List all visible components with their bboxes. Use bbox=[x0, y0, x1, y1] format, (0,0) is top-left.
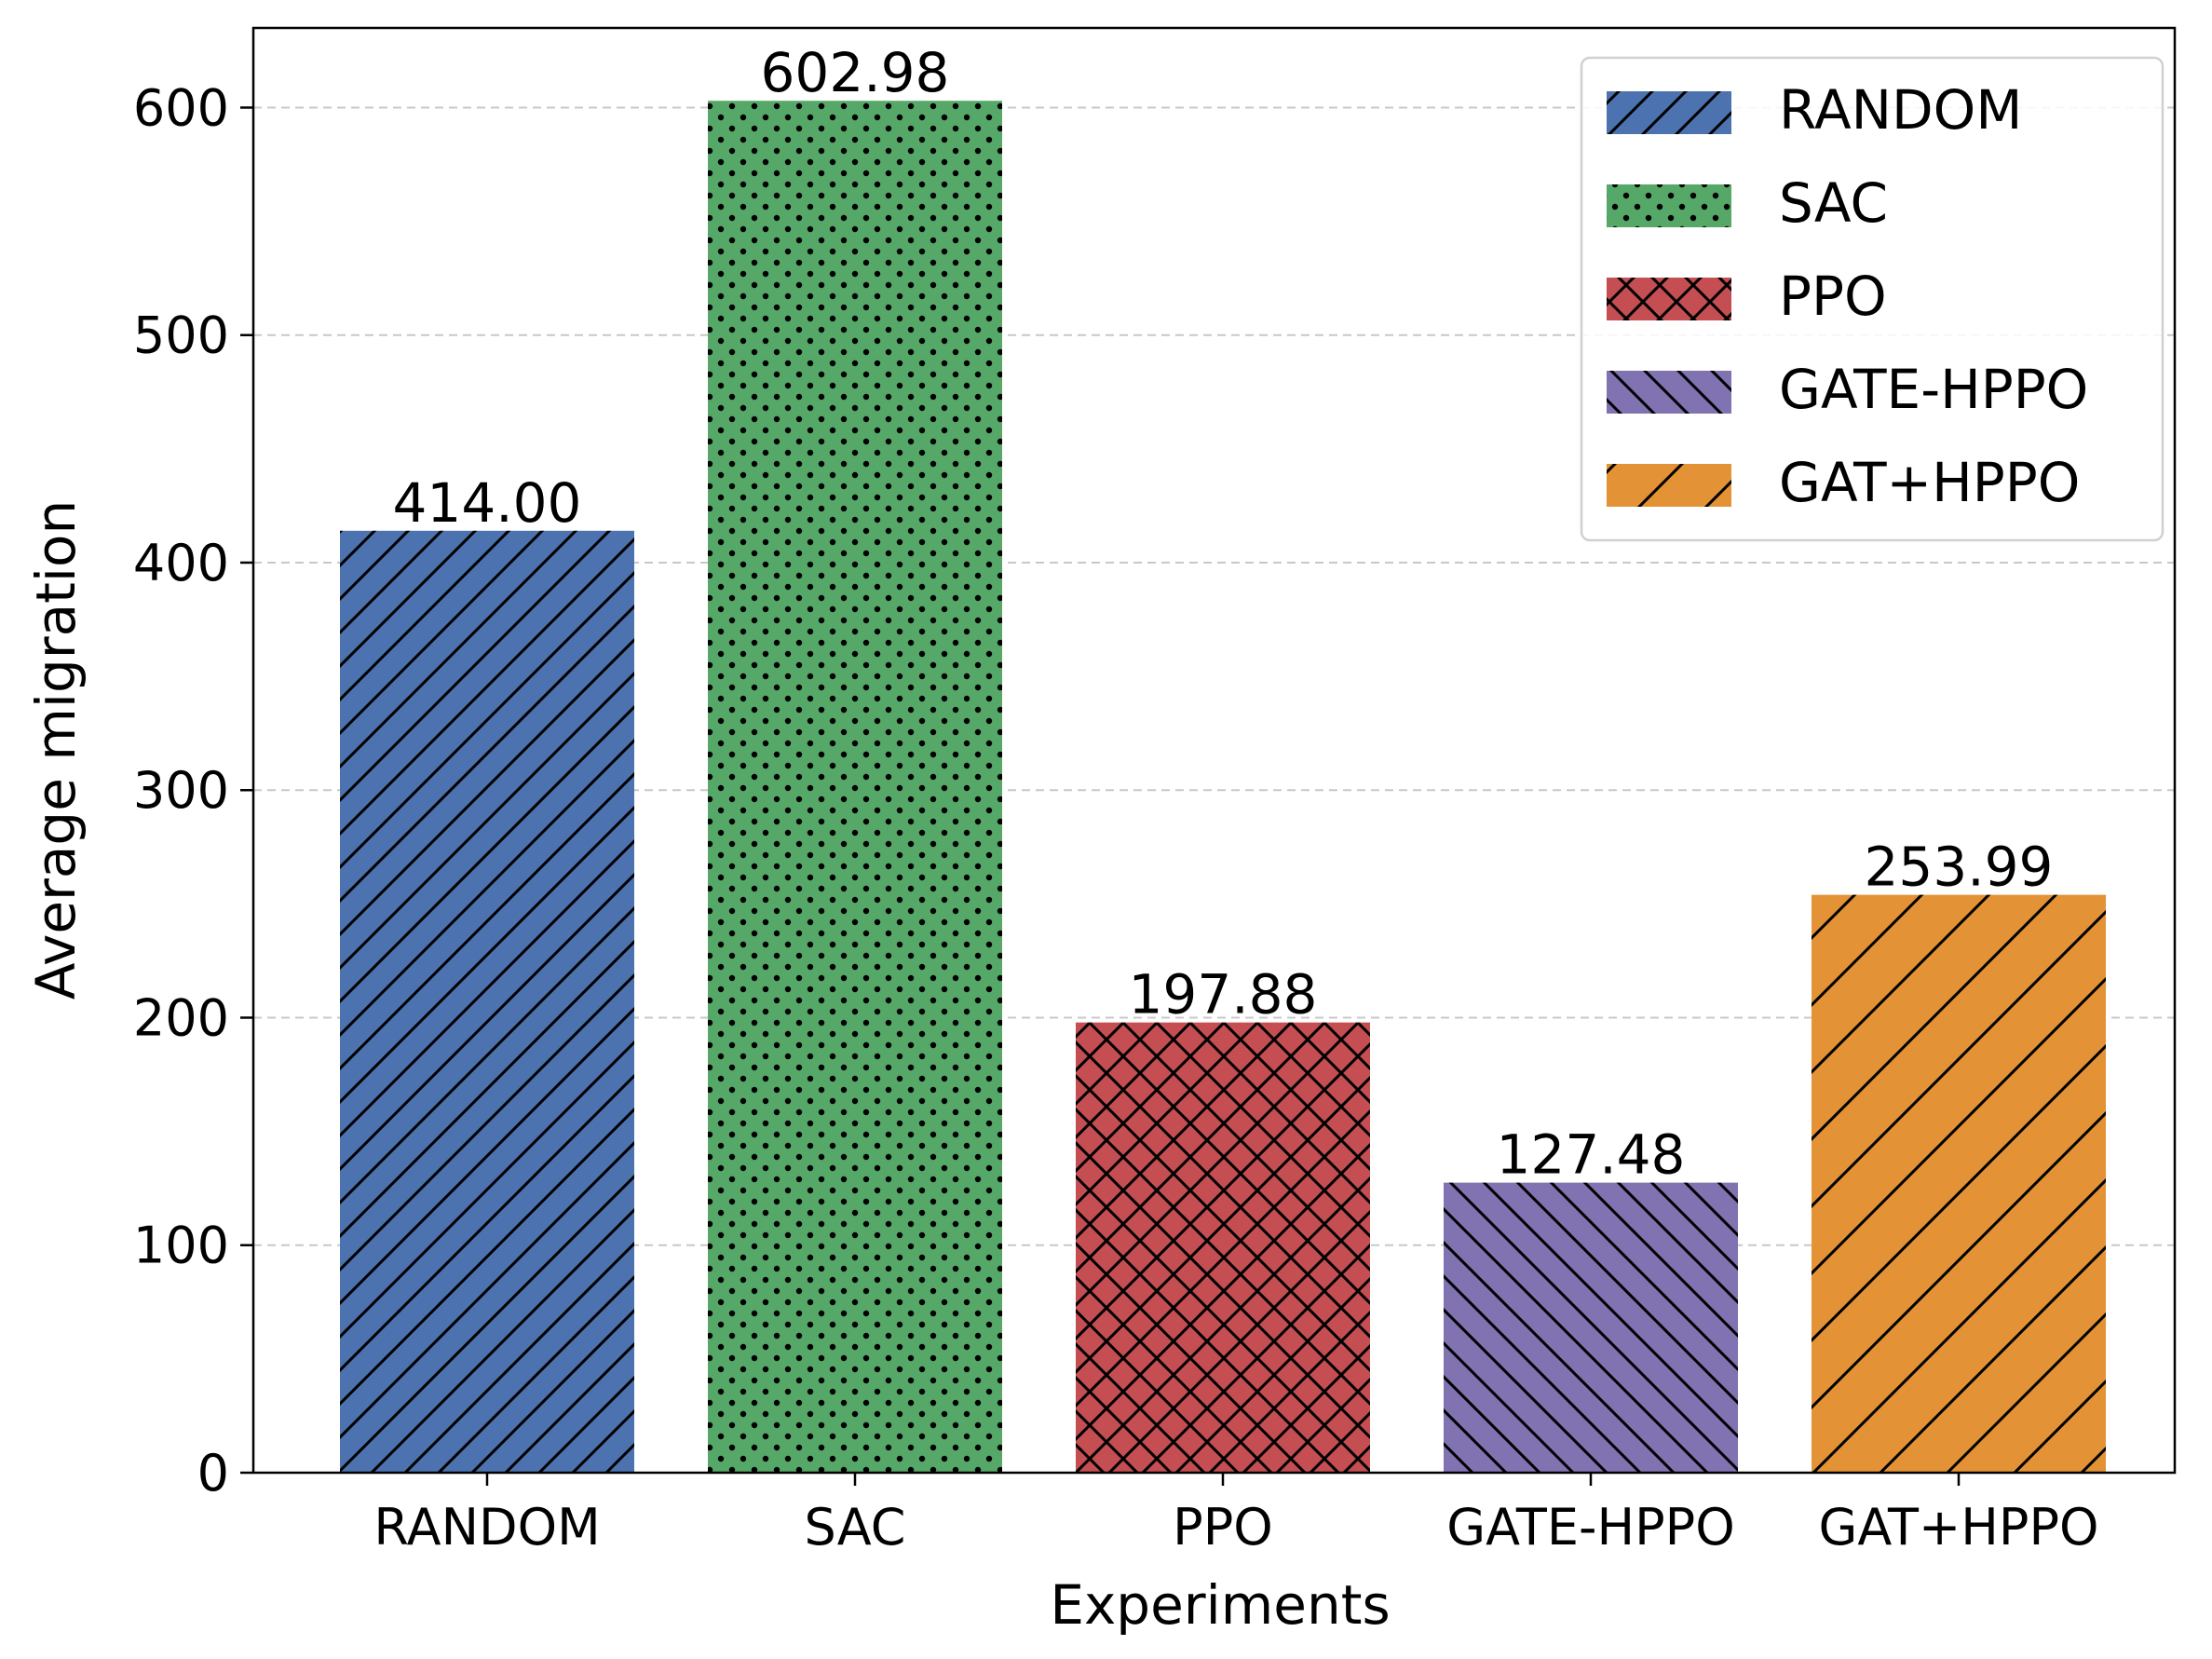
data-labels: 414.00 602.98 197.88 127.48 253.99 bbox=[393, 41, 2054, 1186]
y-tick-label: 0 bbox=[197, 1444, 229, 1503]
legend-label: GAT+HPPO bbox=[1779, 451, 2080, 514]
y-tick-label: 600 bbox=[133, 78, 229, 137]
legend-swatch-hatch bbox=[1607, 464, 1731, 507]
bar-value-label: 197.88 bbox=[1129, 963, 1318, 1027]
y-tick-label: 100 bbox=[133, 1217, 229, 1275]
y-tick-label: 200 bbox=[133, 988, 229, 1047]
x-tick-label: RANDOM bbox=[373, 1498, 600, 1557]
bar-value-label: 253.99 bbox=[1865, 836, 2054, 899]
bar-value-label: 127.48 bbox=[1497, 1123, 1686, 1187]
legend-label: RANDOM bbox=[1779, 78, 2022, 142]
y-tick-label: 300 bbox=[133, 761, 229, 820]
bar-value-label: 414.00 bbox=[393, 471, 582, 535]
bar-hatch bbox=[1444, 1182, 1738, 1473]
legend-label: GATE-HPPO bbox=[1779, 358, 2088, 421]
bar-hatch bbox=[1812, 894, 2106, 1473]
legend-swatch-hatch bbox=[1607, 184, 1731, 227]
x-tick-label: GATE-HPPO bbox=[1446, 1498, 1734, 1557]
y-axis-title: Average migration bbox=[24, 500, 88, 1000]
legend-label: SAC bbox=[1779, 171, 1888, 235]
legend-swatch-hatch bbox=[1607, 278, 1731, 320]
x-axis-title: Experiments bbox=[1050, 1573, 1390, 1637]
legend-box bbox=[1580, 56, 2165, 542]
x-axis: RANDOM SAC PPO GATE-HPPO GAT+HPPO bbox=[373, 1473, 2099, 1557]
x-tick-label: GAT+HPPO bbox=[1818, 1498, 2098, 1557]
bar-hatch bbox=[340, 530, 634, 1473]
bar-hatch bbox=[1076, 1022, 1370, 1473]
bar-hatch bbox=[708, 101, 1002, 1474]
bar-value-label: 602.98 bbox=[761, 41, 950, 104]
x-tick-label: PPO bbox=[1173, 1498, 1273, 1557]
plot-frame bbox=[251, 26, 2177, 1475]
y-tick-label: 400 bbox=[133, 534, 229, 592]
legend-swatch-hatch bbox=[1607, 371, 1731, 414]
legend-label: PPO bbox=[1779, 265, 1887, 328]
bars bbox=[340, 101, 2106, 1474]
y-tick-label: 500 bbox=[133, 306, 229, 365]
legend-swatch-hatch bbox=[1607, 91, 1731, 134]
legend: RANDOM SAC PPO GATE-HPPO GAT+HPPO bbox=[1580, 56, 2165, 542]
y-axis: 0 100 200 300 400 500 600 bbox=[133, 78, 253, 1503]
x-tick-label: SAC bbox=[805, 1498, 906, 1557]
